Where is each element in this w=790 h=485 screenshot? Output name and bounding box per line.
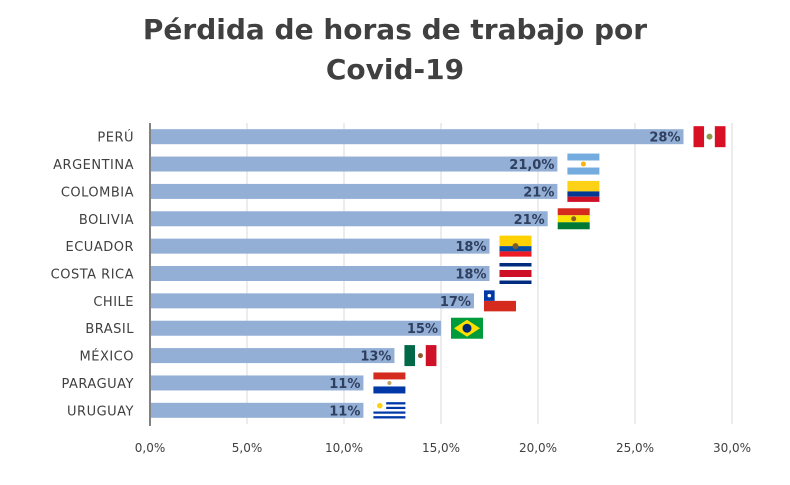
bar [151, 156, 558, 172]
peru-flag-icon [693, 126, 726, 148]
mexico-flag-icon [404, 345, 437, 367]
bar [151, 129, 684, 145]
x-tick-label: 10,0% [325, 441, 363, 455]
x-tick-label: 20,0% [519, 441, 557, 455]
category-label: BRASIL [85, 322, 134, 337]
x-tick-label: 0,0% [135, 441, 166, 455]
bar [151, 266, 490, 281]
bar [151, 402, 364, 418]
colombia-flag-icon [567, 180, 600, 202]
x-tick-label: 5,0% [232, 441, 263, 455]
data-label: 18% [455, 268, 486, 283]
bar [151, 293, 474, 309]
data-label: 17% [440, 295, 471, 310]
costa-rica-flag-icon [499, 263, 532, 284]
category-label: ARGENTINA [53, 158, 134, 173]
category-label: CHILE [93, 295, 134, 310]
uruguay-flag-icon [373, 399, 406, 421]
data-label: 21% [523, 185, 554, 200]
bar [151, 183, 558, 199]
data-label: 18% [455, 240, 486, 255]
ecuador-flag-icon [499, 235, 532, 257]
x-tick-label: 25,0% [616, 441, 654, 455]
category-label: URUGUAY [67, 404, 134, 419]
bolivia-flag-icon [557, 208, 590, 230]
x-tick-label: 30,0% [713, 441, 751, 455]
data-label: 13% [360, 350, 391, 365]
category-label: MÉXICO [80, 349, 134, 365]
category-label: BOLIVIA [79, 213, 134, 228]
category-label: PERÚ [97, 130, 134, 146]
paraguay-flag-icon [373, 372, 406, 394]
bar [151, 238, 490, 254]
bar [151, 375, 364, 391]
category-label: PARAGUAY [62, 377, 135, 392]
chile-flag-icon [483, 290, 516, 312]
chart-title-line-1: Pérdida de horas de trabajo por [142, 13, 648, 46]
bar [151, 348, 395, 364]
chart-title: Pérdida de horas de trabajo por Covid-19 [0, 10, 790, 90]
brazil-flag-icon [451, 317, 483, 339]
x-tick-label: 15,0% [422, 441, 460, 455]
argentina-flag-icon [567, 153, 600, 175]
category-label: ECUADOR [66, 240, 134, 255]
bar [151, 320, 441, 336]
data-label: 11% [329, 377, 360, 392]
chart-title-line-2: Covid-19 [325, 53, 465, 86]
data-label: 28% [649, 131, 680, 146]
data-label: 15% [407, 322, 438, 337]
data-label: 21,0% [509, 158, 554, 173]
category-label: COLOMBIA [61, 185, 134, 200]
data-label: 21% [514, 213, 545, 228]
data-label: 11% [329, 404, 360, 419]
category-label: COSTA RICA [51, 268, 134, 283]
bar [151, 211, 548, 227]
